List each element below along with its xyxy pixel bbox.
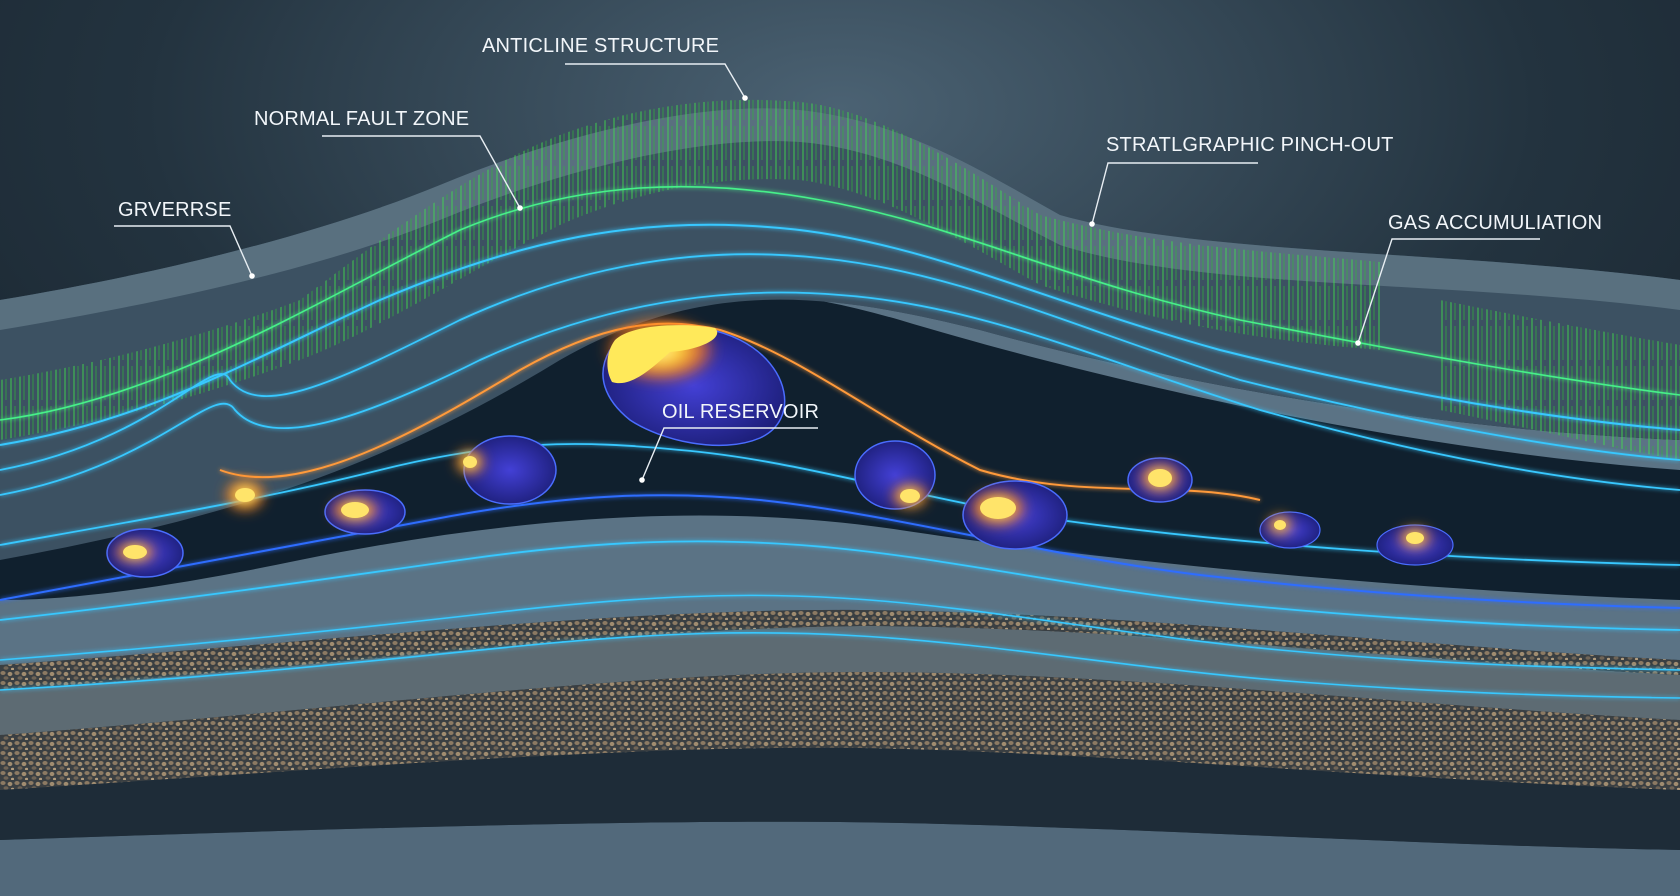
oil-reservoir-annotation: OIL RESERVOIR: [639, 401, 819, 483]
dot-icon: [1089, 221, 1095, 227]
trap-blob: [223, 477, 267, 513]
dot-icon: [639, 477, 645, 483]
normal-fault-annotation: NORMAL FAULT ZONE: [254, 108, 523, 211]
leader-line: [322, 135, 521, 209]
hydrocarbon-traps: [106, 316, 1454, 578]
trap-blob: [324, 489, 406, 535]
seismic-horizons: [0, 185, 1680, 699]
trap-blob: [1127, 457, 1193, 503]
pinch-out-annotation: STRATLGRAPHIC PINCH-OUT: [1089, 134, 1393, 227]
main-reservoir: [602, 316, 786, 447]
vegetation-right: [1040, 215, 1380, 350]
vegetation-far-right: [1440, 300, 1680, 460]
leader-line: [641, 427, 818, 481]
horizon-line: [0, 223, 1680, 446]
horizon-line: [0, 594, 1680, 671]
leader-line: [1091, 162, 1258, 225]
label-oil-reservoir: OIL RESERVOIR: [662, 401, 819, 423]
trap-blob: [454, 435, 557, 505]
grverrse-annotation: GRVERRSE: [114, 199, 255, 279]
horizon-line: [0, 632, 1680, 699]
horizon-line: [0, 185, 1680, 421]
vegetation-anticline: [300, 99, 1040, 361]
anticline-annotation: ANTICLINE STRUCTURE: [482, 35, 748, 101]
trap-blob: [854, 440, 936, 510]
label-anticline-structure: ANTICLINE STRUCTURE: [482, 35, 719, 57]
horizon-line: [219, 322, 1261, 501]
dot-icon: [517, 205, 523, 211]
trap-blob: [962, 480, 1068, 550]
label-normal-fault-zone: NORMAL FAULT ZONE: [254, 108, 469, 130]
dark-shale-layer: [0, 747, 1680, 850]
label-gas-accumulation: GAS ACCUMULIATION: [1388, 212, 1602, 234]
label-stratigraphic-pinch-out: STRATLGRAPHIC PINCH-OUT: [1106, 134, 1394, 156]
lower-gravel-layer: [0, 672, 1680, 790]
upper-gravel-layer: [0, 609, 1680, 690]
horizon-line: [0, 443, 1680, 566]
dot-icon: [249, 273, 255, 279]
leader-line: [1357, 238, 1540, 344]
gas-annotation: GAS ACCUMULIATION: [1355, 212, 1602, 346]
leader-line: [565, 63, 746, 99]
grey-sandstone-layer: [0, 626, 1680, 735]
trap-blob: [1259, 511, 1321, 549]
label-grverrse: GRVERRSE: [118, 199, 232, 221]
trap-blob: [1376, 524, 1454, 566]
dot-icon: [1355, 340, 1361, 346]
horizon-line: [0, 540, 1680, 631]
horizon-line: [0, 494, 1680, 609]
dot-icon: [742, 95, 748, 101]
horizon-line: [0, 291, 1680, 496]
deep-light-layer: [0, 821, 1680, 896]
horizon-line: [0, 253, 1680, 471]
leader-line: [114, 225, 253, 277]
annotation-labels: ANTICLINE STRUCTURE NORMAL FAULT ZONE GR…: [114, 35, 1602, 483]
trap-blob: [106, 528, 184, 578]
